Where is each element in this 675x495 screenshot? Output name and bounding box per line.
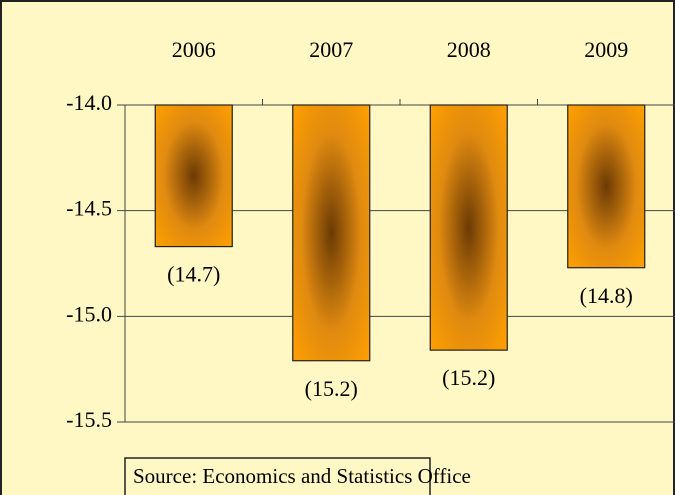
y-tick-label: -15.5 — [66, 407, 112, 432]
plot: -14.0 -14.5 -15.0 -15.5 2006 (14.7) 2007 (15.2)… — [66, 37, 675, 432]
data-label: (14.7) — [167, 262, 220, 287]
data-label: (15.2) — [442, 365, 495, 390]
data-label: (14.8) — [580, 283, 633, 308]
data-label: (15.2) — [305, 376, 358, 401]
x-tick-label: 2007 — [309, 37, 353, 62]
y-tick-label: -14.5 — [66, 196, 112, 221]
y-tick-label: -14.0 — [66, 90, 112, 115]
source-box — [124, 457, 431, 495]
x-tick-label: 2009 — [584, 37, 628, 62]
y-tick-label: -15.0 — [66, 301, 112, 326]
bar — [429, 104, 508, 351]
source-note: Source: Economics and Statistics Office — [133, 464, 471, 488]
x-tick-label: 2006 — [172, 37, 216, 62]
bar — [567, 104, 646, 269]
x-tick-label: 2008 — [447, 37, 491, 62]
bar — [154, 104, 233, 248]
bar — [292, 104, 371, 362]
